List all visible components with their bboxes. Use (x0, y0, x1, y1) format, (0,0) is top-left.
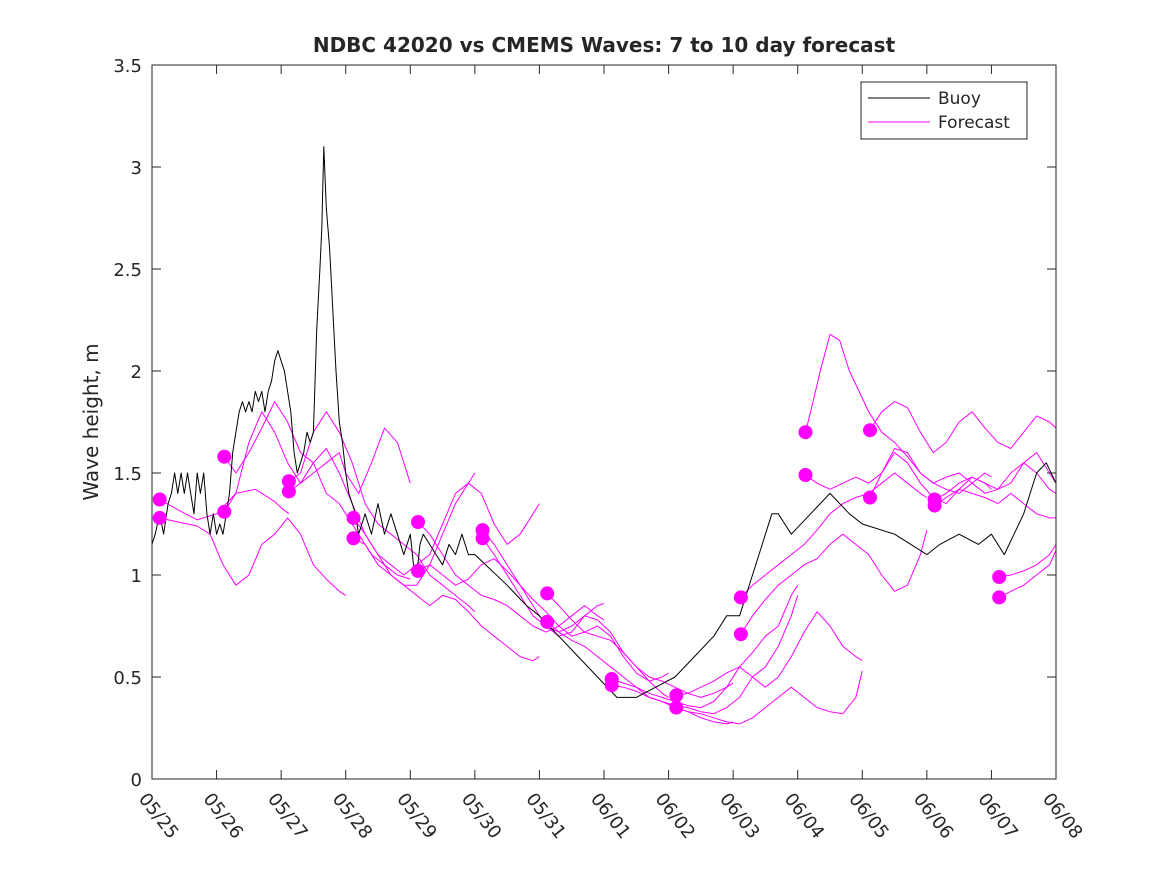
forecast-line-7 (353, 482, 540, 576)
forecast-start-marker-23 (863, 490, 877, 505)
forecast-line-17 (676, 611, 863, 696)
chart-title: NDBC 42020 vs CMEMS Waves: 7 to 10 day f… (313, 33, 896, 57)
y-tick-label-2: 1 (131, 566, 142, 587)
forecast-start-marker-5 (281, 484, 296, 499)
forecast-line-27 (999, 544, 1057, 578)
legend-box (860, 81, 1028, 140)
y-tick-label-3: 1.5 (113, 464, 142, 485)
forecast-start-marker-27 (992, 590, 1007, 605)
legend: Buoy Forecast (860, 81, 1028, 140)
y-tick-label-4: 2 (131, 362, 142, 383)
forecast-line-8 (353, 537, 540, 662)
y-tick-label-6: 3 (131, 158, 142, 179)
forecast-line-14 (546, 621, 734, 725)
forecast-line-5 (288, 411, 476, 613)
y-tick-label-5: 2.5 (113, 260, 142, 281)
forecast-start-marker-9 (411, 563, 425, 578)
y-tick-label-1: 0.5 (113, 668, 142, 689)
forecast-line-10 (417, 558, 605, 637)
legend-buoy-label: Buoy (938, 89, 981, 109)
y-tick-label-7: 3.5 (113, 56, 142, 77)
forecast-line-22 (805, 452, 992, 505)
forecast-start-marker-17 (669, 700, 684, 715)
forecast-start-marker-22 (863, 423, 877, 438)
forecast-start-marker-16 (669, 688, 684, 703)
forecast-line-18 (676, 670, 863, 725)
forecast-start-marker-2 (217, 449, 232, 464)
y-tick-label-0: 0 (131, 770, 142, 791)
forecast-line-4 (223, 411, 411, 513)
forecast-start-marker-18 (733, 590, 748, 605)
forecast-start-marker-6 (346, 510, 361, 525)
forecast-line-9 (417, 521, 605, 633)
forecast-start-markers (152, 423, 1007, 715)
forecast-line-3 (223, 401, 411, 580)
forecast-line-24 (869, 448, 1057, 498)
forecast-line-23 (869, 401, 1057, 454)
forecast-start-marker-20 (798, 425, 813, 440)
forecast-start-marker-21 (798, 468, 813, 482)
forecast-start-marker-12 (540, 586, 555, 601)
forecast-line-21 (805, 333, 992, 494)
forecast-line-6 (288, 448, 476, 586)
forecast-line-19 (740, 472, 928, 598)
forecast-line-25 (934, 452, 1057, 500)
forecast-start-marker-0 (152, 492, 167, 507)
buoy-line (151, 146, 1057, 698)
forecast-start-marker-19 (733, 627, 748, 642)
forecast-line-20 (740, 529, 928, 635)
plot-area (152, 65, 1056, 779)
forecast-line-13 (546, 593, 734, 698)
forecast-start-marker-25 (927, 498, 942, 513)
forecast-line-2 (159, 517, 346, 596)
forecast-start-marker-13 (540, 614, 555, 629)
forecast-line-15 (611, 584, 799, 709)
forecast-start-marker-3 (217, 504, 232, 519)
forecast-start-marker-15 (604, 678, 619, 693)
forecast-line-12 (482, 538, 669, 698)
forecast-start-marker-7 (346, 531, 361, 546)
forecast-line-28 (998, 550, 1057, 598)
forecast-line-26 (934, 488, 1056, 519)
forecast-start-marker-8 (411, 515, 425, 529)
series-lines (151, 146, 1057, 725)
forecast-start-marker-11 (475, 531, 490, 546)
y-axis-label: Wave height, m (79, 343, 103, 500)
forecast-line-11 (482, 529, 669, 682)
forecast-start-marker-1 (152, 510, 167, 525)
legend-forecast-label: Forecast (938, 113, 1010, 133)
forecast-start-marker-26 (992, 570, 1007, 584)
